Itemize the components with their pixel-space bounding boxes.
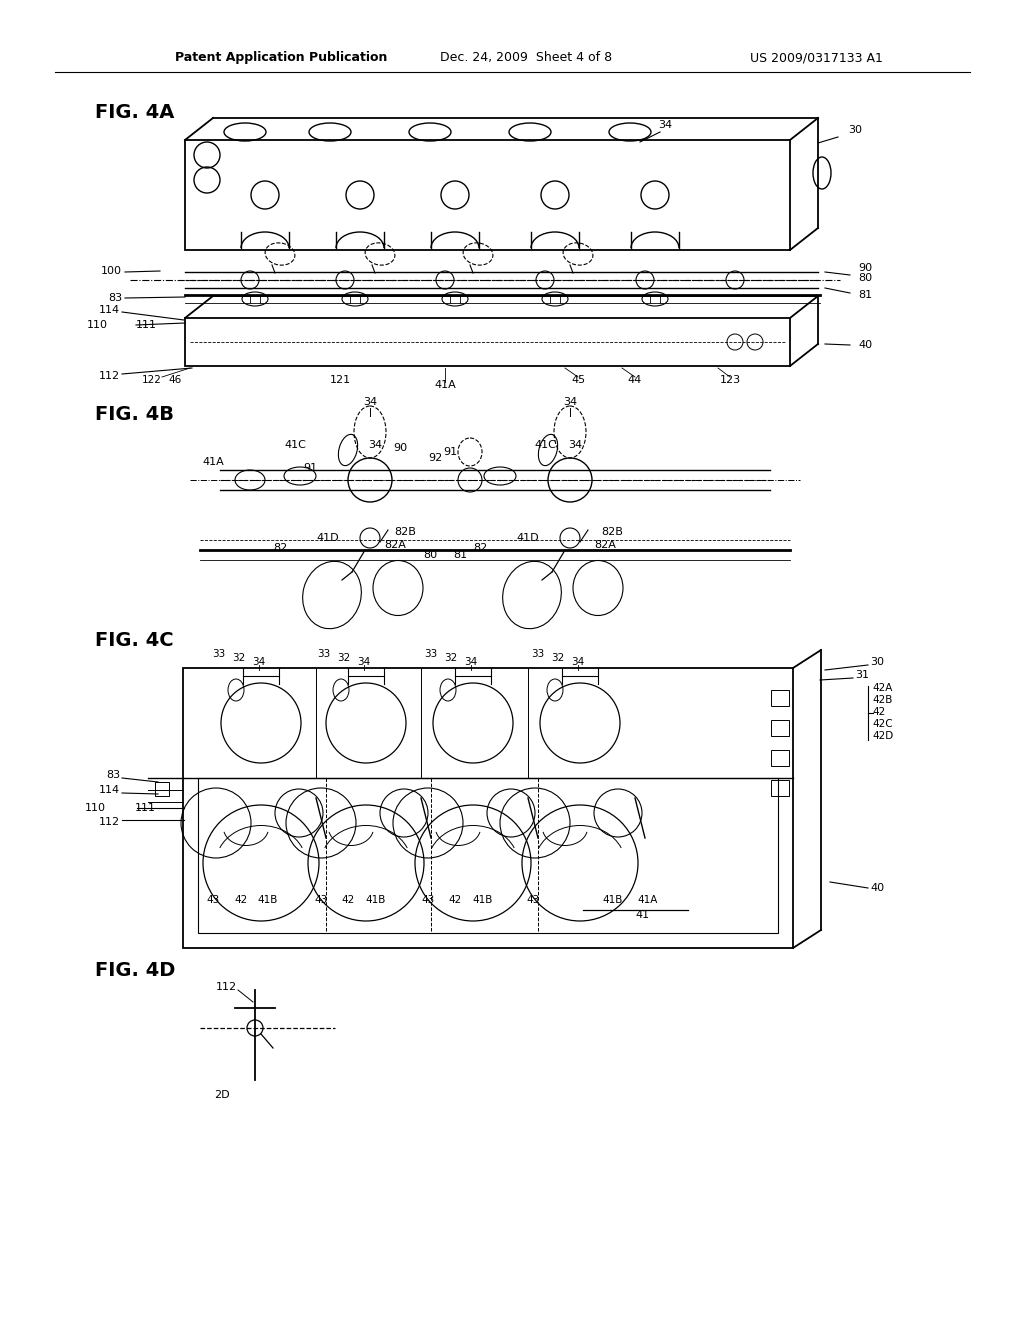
Text: 92: 92: [428, 453, 442, 463]
Text: 80: 80: [423, 550, 437, 560]
Text: 81: 81: [453, 550, 467, 560]
Text: 90: 90: [858, 263, 872, 273]
Text: FIG. 4B: FIG. 4B: [95, 405, 174, 425]
Text: 83: 83: [105, 770, 120, 780]
Text: 41C: 41C: [284, 440, 306, 450]
Text: 44: 44: [628, 375, 642, 385]
Text: 32: 32: [551, 653, 564, 663]
Text: 43: 43: [526, 895, 540, 906]
Bar: [771, 719, 790, 737]
Text: 42A: 42A: [872, 682, 892, 693]
Text: 34: 34: [368, 440, 382, 450]
Text: 123: 123: [720, 375, 740, 385]
Text: 114: 114: [99, 305, 120, 315]
Text: 82: 82: [272, 543, 287, 553]
Text: FIG. 4C: FIG. 4C: [95, 631, 174, 649]
Text: 34: 34: [568, 440, 582, 450]
Text: 33: 33: [317, 649, 331, 659]
Text: US 2009/0317133 A1: US 2009/0317133 A1: [750, 51, 883, 65]
Text: 45: 45: [571, 375, 585, 385]
Text: 40: 40: [870, 883, 884, 894]
Text: 41D: 41D: [517, 533, 540, 543]
Bar: [155, 781, 169, 796]
Text: 41D: 41D: [316, 533, 339, 543]
Text: 122: 122: [142, 375, 162, 385]
Text: Dec. 24, 2009  Sheet 4 of 8: Dec. 24, 2009 Sheet 4 of 8: [440, 51, 612, 65]
Text: 33: 33: [531, 649, 545, 659]
Bar: [771, 780, 790, 796]
Text: 40: 40: [858, 341, 872, 350]
Text: 110: 110: [85, 803, 106, 813]
Text: 82A: 82A: [384, 540, 406, 550]
Text: 34: 34: [252, 657, 265, 667]
Text: 34: 34: [362, 397, 377, 407]
Text: 111: 111: [135, 803, 156, 813]
Text: 42B: 42B: [872, 696, 892, 705]
Text: 30: 30: [848, 125, 862, 135]
Text: 2D: 2D: [214, 1090, 229, 1100]
Text: 82B: 82B: [601, 527, 623, 537]
Text: 90: 90: [393, 444, 408, 453]
Text: 41B: 41B: [473, 895, 494, 906]
Text: FIG. 4A: FIG. 4A: [95, 103, 174, 121]
Bar: [771, 690, 790, 706]
Text: 34: 34: [464, 657, 477, 667]
Text: 34: 34: [658, 120, 672, 129]
Text: 82A: 82A: [594, 540, 616, 550]
Text: 112: 112: [216, 982, 237, 993]
Bar: [198, 777, 778, 933]
Text: 41: 41: [636, 909, 650, 920]
Text: 42D: 42D: [872, 731, 893, 741]
Text: 100: 100: [101, 267, 122, 276]
Text: 110: 110: [87, 319, 108, 330]
Text: 42: 42: [234, 895, 248, 906]
Text: 30: 30: [870, 657, 884, 667]
Text: 42: 42: [449, 895, 462, 906]
Text: 112: 112: [99, 371, 120, 381]
Bar: [771, 750, 790, 766]
Text: 81: 81: [858, 290, 872, 300]
Text: 42: 42: [872, 708, 886, 717]
Text: 83: 83: [108, 293, 122, 304]
Text: 42: 42: [341, 895, 354, 906]
Text: 41B: 41B: [603, 895, 624, 906]
Text: 33: 33: [212, 649, 225, 659]
Text: 91: 91: [443, 447, 457, 457]
Text: 41A: 41A: [638, 895, 658, 906]
Text: 46: 46: [168, 375, 181, 385]
Text: 42C: 42C: [872, 719, 893, 729]
Text: 31: 31: [855, 671, 869, 680]
Text: 34: 34: [357, 657, 371, 667]
Text: Patent Application Publication: Patent Application Publication: [175, 51, 387, 65]
Text: 82: 82: [473, 543, 487, 553]
Text: 32: 32: [337, 653, 350, 663]
Text: 43: 43: [314, 895, 328, 906]
Text: 121: 121: [330, 375, 350, 385]
Text: 32: 32: [232, 653, 246, 663]
Text: 34: 34: [563, 397, 578, 407]
Text: 43: 43: [421, 895, 434, 906]
Text: 33: 33: [424, 649, 437, 659]
Text: 43: 43: [207, 895, 219, 906]
Text: FIG. 4D: FIG. 4D: [95, 961, 175, 979]
Text: 34: 34: [571, 657, 585, 667]
Text: 80: 80: [858, 273, 872, 282]
Text: 91: 91: [303, 463, 317, 473]
Text: 114: 114: [99, 785, 120, 795]
Text: 41B: 41B: [366, 895, 386, 906]
Text: 82B: 82B: [394, 527, 416, 537]
Text: 32: 32: [444, 653, 458, 663]
Text: 41A: 41A: [202, 457, 224, 467]
Text: 41B: 41B: [258, 895, 279, 906]
Text: 41A: 41A: [434, 380, 456, 389]
Text: 111: 111: [136, 319, 157, 330]
Text: 112: 112: [99, 817, 120, 828]
Text: 41C: 41C: [535, 440, 556, 450]
